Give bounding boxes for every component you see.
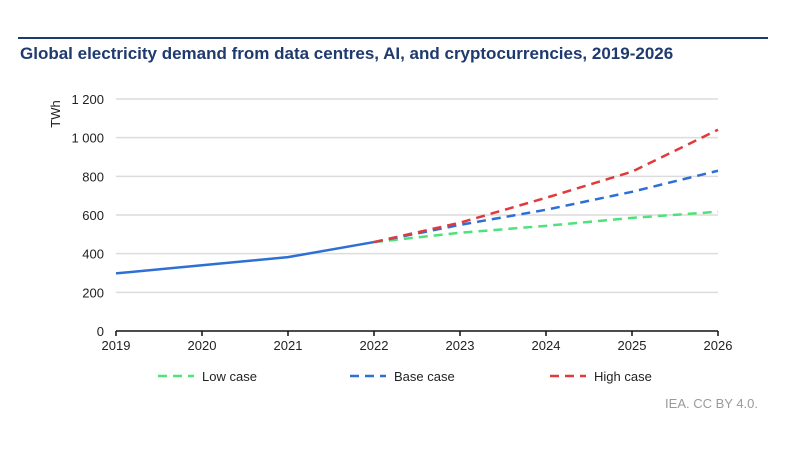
series-line-base-case bbox=[373, 169, 719, 244]
credit-text: IEA. CC BY 4.0. bbox=[665, 396, 758, 411]
y-tick-label: 1 000 bbox=[71, 131, 104, 146]
x-tick-label: 2023 bbox=[446, 338, 475, 353]
legend-label: Base case bbox=[394, 369, 455, 384]
x-tick-label: 2019 bbox=[102, 338, 131, 353]
y-tick-label: 0 bbox=[97, 324, 104, 339]
legend-label: High case bbox=[594, 369, 652, 384]
historical-line bbox=[115, 240, 375, 275]
y-tick-label: 800 bbox=[82, 169, 104, 184]
x-tick-label: 2026 bbox=[704, 338, 733, 353]
title-rule bbox=[18, 37, 768, 39]
y-tick-label: 200 bbox=[82, 285, 104, 300]
y-tick-label: 600 bbox=[82, 208, 104, 223]
x-tick-label: 2021 bbox=[274, 338, 303, 353]
y-axis-label: TWh bbox=[48, 100, 63, 127]
chart-title: Global electricity demand from data cent… bbox=[20, 44, 674, 63]
y-tick-label: 400 bbox=[82, 247, 104, 262]
series-line-low-case bbox=[373, 210, 719, 244]
legend-label: Low case bbox=[202, 369, 257, 384]
x-tick-label: 2022 bbox=[360, 338, 389, 353]
y-tick-label: 1 200 bbox=[71, 92, 104, 107]
x-tick-label: 2024 bbox=[532, 338, 561, 353]
x-tick-label: 2025 bbox=[618, 338, 647, 353]
x-tick-label: 2020 bbox=[188, 338, 217, 353]
